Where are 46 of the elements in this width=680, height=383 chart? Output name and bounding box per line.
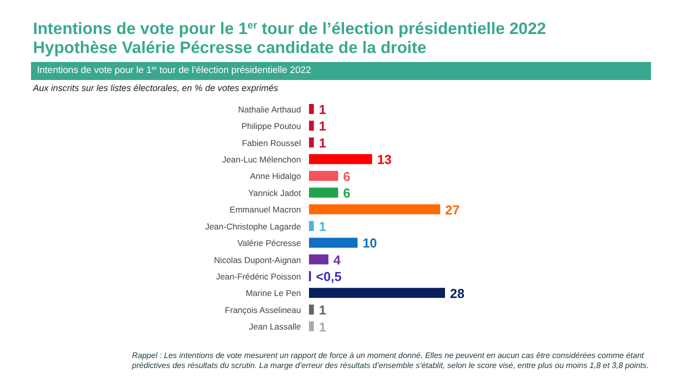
bar bbox=[309, 238, 358, 248]
y-tick-label: Emmanuel Macron bbox=[230, 204, 302, 215]
bar bbox=[309, 288, 445, 298]
data-label: 27 bbox=[445, 202, 460, 218]
data-label: 1 bbox=[318, 302, 326, 318]
bar bbox=[309, 170, 338, 181]
bar bbox=[309, 120, 314, 131]
data-label: 1 bbox=[318, 319, 326, 334]
text: Aux inscrits sur les listes électorales, en % de votes exprimés bbox=[33, 83, 278, 93]
bar bbox=[309, 188, 338, 198]
text: Rappel : Les intentions de vote mesurent un rapport de force à un moment donné. Elles ne peuvent en aucun cas être considérées comme étant prédictives des résultats du scrutin. La marge d’erreur des résultats d’ensemble s’établit, selon le score visé, entre plus ou moins 1,8 et 3,8 points. bbox=[132, 351, 650, 371]
y-tick-label: Valérie Pécresse bbox=[237, 238, 302, 248]
bar bbox=[309, 304, 314, 315]
data-label: 13 bbox=[377, 152, 392, 168]
chart-subtitle: Hypothèse Valérie Pécresse candidate de la droite bbox=[33, 39, 428, 58]
y-tick-label: Marine Le Pen bbox=[246, 288, 302, 298]
y-tick-label: Philippe Poutou bbox=[241, 121, 302, 132]
y-tick-label: Yannick Jadot bbox=[248, 188, 302, 198]
data-label: 1 bbox=[318, 118, 326, 134]
data-label: 1 bbox=[318, 135, 326, 150]
y-tick-label: Anne Hidalgo bbox=[250, 171, 302, 182]
y-tick-label: Nicolas Dupont-Aignan bbox=[214, 254, 302, 265]
text: Intentions de vote pour le 1$^{er}$ tour de l’élection présidentielle 2022 bbox=[31, 62, 651, 80]
chart-title: Intentions de vote pour le 1$^{er}$ tour de l’élection présidentielle 2022 bbox=[33, 20, 546, 39]
y-tick-label: Jean-Luc Mélenchon bbox=[222, 154, 302, 165]
bar bbox=[309, 321, 314, 332]
data-label: 6 bbox=[343, 168, 350, 184]
bar bbox=[309, 221, 314, 231]
data-label: 4 bbox=[333, 252, 342, 268]
bar bbox=[309, 204, 440, 214]
y-tick-label: Fabien Roussel bbox=[242, 138, 302, 148]
y-tick-label: François Asselineau bbox=[224, 304, 302, 315]
data-label: 28 bbox=[450, 286, 464, 301]
data-label: 10 bbox=[362, 236, 378, 251]
data-label: <0,5 bbox=[316, 269, 342, 284]
y-tick-label: Nathalie Arthaud bbox=[238, 104, 302, 114]
data-label: 1 bbox=[318, 102, 326, 117]
bar bbox=[309, 154, 372, 164]
y-tick-label: Jean Lassalle bbox=[249, 322, 302, 332]
bar bbox=[309, 137, 314, 148]
bar bbox=[309, 254, 328, 264]
data-label: 6 bbox=[343, 186, 350, 201]
y-tick-label: Jean-Christophe Lagarde bbox=[205, 221, 302, 232]
bar bbox=[309, 104, 314, 114]
y-tick-label: Jean-Frédéric Poisson bbox=[216, 272, 302, 282]
data-label: 1 bbox=[318, 219, 326, 234]
